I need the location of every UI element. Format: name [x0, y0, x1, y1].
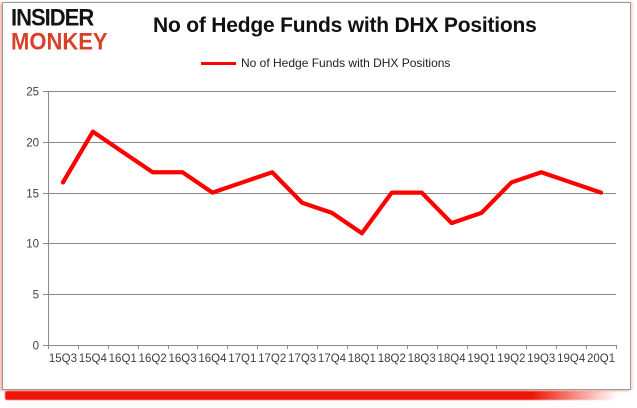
svg-text:20: 20 [26, 138, 39, 150]
chart-legend: No of Hedge Funds with DHX Positions [201, 56, 450, 70]
svg-text:16Q1: 16Q1 [109, 353, 137, 365]
legend-line-swatch [201, 61, 236, 65]
svg-text:16Q2: 16Q2 [139, 353, 167, 365]
svg-text:15Q4: 15Q4 [79, 353, 108, 365]
svg-text:15Q3: 15Q3 [49, 353, 77, 365]
svg-text:10: 10 [26, 239, 39, 251]
svg-text:18Q1: 18Q1 [348, 353, 376, 365]
page-title: No of Hedge Funds with DHX Positions [153, 14, 537, 37]
svg-text:18Q4: 18Q4 [438, 353, 467, 365]
svg-text:19Q3: 19Q3 [527, 353, 555, 365]
logo-word-monkey: MONKEY [11, 27, 108, 55]
svg-text:18Q2: 18Q2 [378, 353, 406, 365]
svg-text:18Q3: 18Q3 [408, 353, 436, 365]
svg-text:20Q1: 20Q1 [587, 353, 615, 365]
svg-text:19Q4: 19Q4 [557, 353, 586, 365]
svg-text:16Q4: 16Q4 [198, 353, 227, 365]
svg-text:5: 5 [33, 290, 39, 302]
svg-text:17Q4: 17Q4 [318, 353, 347, 365]
insider-monkey-logo: INSIDER MONKEY [11, 3, 131, 55]
red-bottom-shadow [5, 391, 617, 400]
svg-text:15: 15 [26, 189, 39, 201]
svg-text:16Q3: 16Q3 [168, 353, 196, 365]
svg-text:17Q1: 17Q1 [228, 353, 256, 365]
logo-word-insider: INSIDER [11, 3, 94, 31]
svg-text:19Q1: 19Q1 [467, 353, 495, 365]
svg-text:17Q2: 17Q2 [258, 353, 286, 365]
svg-text:0: 0 [33, 341, 39, 353]
svg-text:25: 25 [26, 87, 39, 99]
legend-label: No of Hedge Funds with DHX Positions [241, 56, 451, 70]
svg-text:17Q3: 17Q3 [288, 353, 316, 365]
chart-frame [2, 2, 631, 390]
svg-text:19Q2: 19Q2 [497, 353, 525, 365]
